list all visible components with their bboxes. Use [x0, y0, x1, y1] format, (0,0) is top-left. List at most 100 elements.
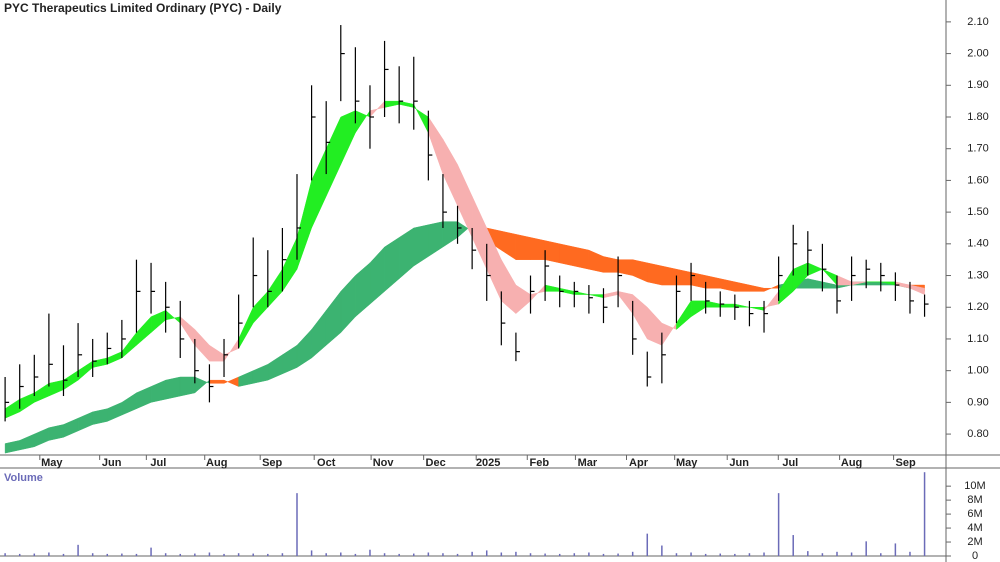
- ma-band: [515, 284, 531, 315]
- y-tick-label: 1.30: [967, 269, 988, 281]
- ma-band: [296, 180, 312, 270]
- ma-band: [325, 116, 342, 197]
- x-tick-label: Feb: [529, 457, 549, 469]
- x-tick-label: May: [41, 457, 63, 469]
- ma-band: [238, 370, 254, 387]
- ma-band: [179, 316, 196, 347]
- ma-band: [661, 265, 677, 286]
- y-tick-label: 1.20: [967, 301, 988, 313]
- x-tick-label: Mar: [578, 457, 598, 469]
- ma-band: [544, 240, 560, 264]
- ma-band: [282, 237, 298, 293]
- x-tick-label: Oct: [317, 457, 336, 469]
- ma-band: [763, 290, 779, 312]
- ma-band: [369, 246, 385, 305]
- y-tick-label: 1.60: [967, 174, 988, 186]
- ma-band: [223, 376, 239, 387]
- ma-band: [19, 392, 35, 413]
- x-tick-label: May: [676, 457, 698, 469]
- ma-band: [384, 237, 400, 292]
- ma-band: [325, 290, 342, 346]
- ma-band: [209, 379, 225, 384]
- ma-band: [603, 256, 619, 273]
- y-tick-label: 2M: [967, 536, 982, 548]
- ma-band: [471, 196, 487, 270]
- ma-band: [223, 338, 239, 362]
- x-tick-label: Apr: [629, 457, 649, 469]
- ma-band: [749, 284, 765, 292]
- x-tick-label: 2025: [476, 457, 500, 469]
- ma-band: [574, 246, 590, 270]
- ma-band: [603, 291, 619, 299]
- ma-band: [77, 411, 93, 432]
- ma-band: [296, 328, 312, 368]
- ma-band: [165, 376, 181, 400]
- ma-band: [121, 331, 137, 359]
- ma-band: [413, 224, 429, 267]
- y-tick-label: 1.10: [967, 333, 988, 345]
- ma-band: [150, 379, 166, 403]
- ma-band: [92, 357, 108, 368]
- ma-band: [515, 234, 531, 260]
- ma-band: [442, 138, 458, 206]
- ma-band: [311, 148, 327, 229]
- ma-band: [107, 351, 123, 365]
- ma-band: [340, 274, 356, 334]
- y-tick-label: 1.00: [967, 365, 988, 377]
- ma-band: [19, 433, 35, 451]
- ma-band: [647, 306, 663, 346]
- y-tick-label: 0.90: [967, 396, 988, 408]
- x-tick-label: Jun: [102, 457, 122, 469]
- ma-band: [749, 306, 765, 311]
- x-tick-label: Aug: [206, 457, 227, 469]
- ma-band: [705, 275, 721, 289]
- y-tick-label: 1.50: [967, 206, 988, 218]
- ma-band: [588, 249, 604, 273]
- ma-band: [559, 243, 575, 267]
- ma-band: [676, 268, 692, 286]
- ma-band: [428, 116, 444, 175]
- ma-band: [807, 262, 824, 276]
- ma-band: [150, 310, 166, 334]
- ma-band: [92, 408, 108, 425]
- ma-band: [369, 100, 385, 118]
- ma-band: [107, 401, 123, 422]
- ma-band: [398, 227, 415, 280]
- ma-band: [48, 379, 64, 397]
- ma-band: [705, 300, 721, 308]
- ma-band: [34, 427, 50, 448]
- ma-band: [48, 424, 64, 441]
- ma-band: [413, 104, 429, 133]
- y-tick-label: 8M: [967, 494, 982, 506]
- chart-title: PYC Therapeutics Limited Ordinary (PYC) …: [4, 1, 282, 15]
- ma-band: [340, 110, 356, 165]
- y-tick-label: 1.70: [967, 143, 988, 155]
- ma-band: [121, 392, 137, 416]
- ma-band: [238, 307, 254, 350]
- ma-band: [311, 309, 327, 359]
- ma-band: [807, 278, 823, 289]
- y-tick-label: 0.80: [967, 428, 988, 440]
- x-tick-label: Sep: [896, 457, 916, 469]
- ma-band: [544, 284, 560, 292]
- ma-band: [209, 344, 225, 362]
- ma-band: [530, 237, 546, 260]
- y-tick-label: 1.80: [967, 111, 988, 123]
- ma-band: [267, 268, 283, 308]
- ma-band: [617, 291, 633, 315]
- x-tick-label: Jun: [729, 457, 749, 469]
- ma-band: [194, 376, 210, 394]
- ma-band: [355, 109, 371, 134]
- y-tick-label: 1.90: [967, 79, 988, 91]
- ma-band: [252, 363, 269, 384]
- ma-band: [194, 328, 210, 362]
- y-tick-label: 2.10: [967, 16, 988, 28]
- ma-band: [632, 259, 648, 283]
- ma-band: [501, 258, 517, 315]
- ma-band: [77, 360, 93, 381]
- ma-band: [676, 300, 692, 330]
- ma-band: [398, 100, 415, 108]
- ma-band: [836, 275, 852, 286]
- y-tick-label: 0: [972, 550, 978, 562]
